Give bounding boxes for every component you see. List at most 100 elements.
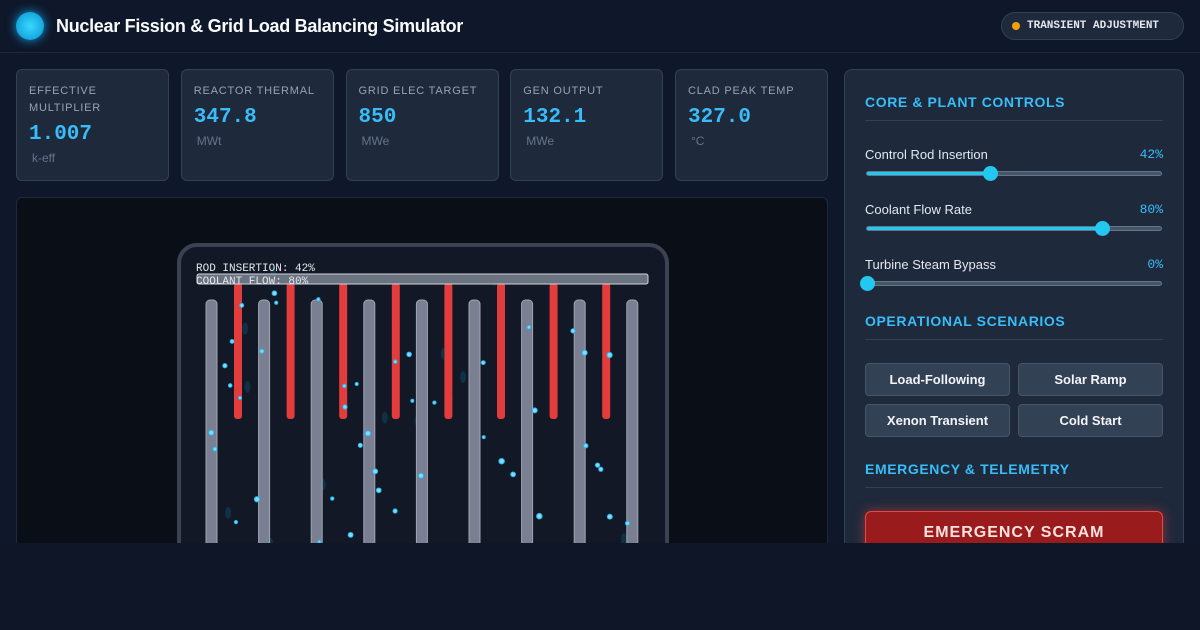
neutron [227, 383, 233, 388]
slider-value: 0% [1147, 257, 1163, 272]
neutron [222, 363, 228, 369]
fuel-rod [415, 299, 428, 543]
scram-button[interactable]: EMERGENCY SCRAM [865, 511, 1163, 543]
logo [16, 12, 44, 40]
slider-thumb[interactable] [1095, 221, 1111, 236]
neutron [417, 472, 424, 479]
fuel-rod [626, 299, 639, 543]
slider-control: Turbine Steam Bypass 0% [860, 257, 1163, 297]
metric-unit: °C [691, 134, 705, 148]
neutron [410, 398, 415, 403]
fuel-rod [573, 299, 586, 543]
neutron-shadow [620, 533, 627, 543]
overlay-text: ROD INSERTION: 42% [196, 263, 315, 275]
neutron [347, 531, 354, 538]
neutron-shadow [244, 380, 251, 393]
slider-thumb[interactable] [983, 166, 999, 181]
neutron [253, 496, 261, 503]
metric-card: GEN OUTPUT 132.1 MWe [510, 69, 664, 181]
metric-value: 132.1 [523, 106, 587, 129]
metric-label: CLAD PEAK TEMP [688, 85, 795, 97]
neutron [274, 300, 279, 305]
fuel-rod [521, 299, 534, 543]
neutron [581, 349, 588, 356]
neutron [239, 302, 245, 308]
neutron [233, 519, 239, 525]
neutron [342, 404, 348, 410]
metric-value: 850 [358, 106, 397, 129]
overlay-text: COOLANT FLOW: 80% [196, 276, 309, 288]
neutron [531, 407, 538, 414]
slider-thumb[interactable] [860, 276, 875, 291]
neutron [624, 520, 631, 526]
scenario-button[interactable]: Xenon Transient [865, 404, 1010, 437]
neutron [570, 328, 576, 334]
neutron [364, 430, 372, 437]
slider-track [866, 166, 1162, 181]
slider-label: Control Rod Insertion [865, 147, 988, 162]
control-panel: CORE & PLANT CONTROLS Control Rod Insert… [844, 69, 1184, 543]
metric-unit: MWt [196, 134, 222, 148]
slider-fill [867, 172, 991, 175]
neutron [510, 471, 516, 478]
metric-card: REACTOR THERMAL 347.8 MWt [180, 69, 334, 181]
metric-label: GEN OUTPUT [523, 85, 604, 97]
metric-card: GRID ELEC TARGET 850 MWe [345, 69, 499, 181]
header: Nuclear Fission & Grid Load Balancing Si… [0, 0, 1200, 53]
neutron-shadow [460, 371, 467, 384]
neutron [372, 468, 379, 475]
neutron [392, 359, 398, 364]
slider-fill [867, 227, 1103, 230]
neutron [432, 400, 437, 405]
neutron-shadow [225, 506, 232, 519]
neutron [480, 360, 486, 366]
neutron [354, 381, 359, 387]
fuel-rod [468, 299, 481, 543]
fuel-rod [258, 299, 271, 543]
overlay-bar [196, 273, 649, 285]
slider-track [866, 221, 1162, 236]
slider-value: 42% [1139, 147, 1163, 162]
metric-card: CLAD PEAK TEMP 327.0 °C [675, 69, 828, 181]
slider-label: Turbine Steam Bypass [865, 257, 997, 272]
neutron [342, 383, 347, 389]
metric-unit: MWe [361, 134, 390, 148]
neutron [392, 508, 398, 514]
metric-value: 347.8 [193, 106, 257, 129]
slider-value: 80% [1139, 202, 1163, 217]
app: Nuclear Fission & Grid Load Balancing Si… [0, 0, 1200, 543]
status-text: TRANSIENT ADJUSTMENT [1027, 20, 1160, 32]
neutron [330, 496, 335, 501]
section-title: EMERGENCY & TELEMETRY [865, 461, 1163, 488]
scenario-button[interactable]: Cold Start [1018, 404, 1163, 437]
scenario-button[interactable]: Load-Following [865, 363, 1010, 396]
fuel-rod [205, 299, 218, 543]
neutron [259, 348, 265, 354]
neutron [526, 324, 532, 330]
neutron [375, 487, 382, 494]
metric-label: GRID ELEC TARGET [358, 85, 478, 97]
neutron [237, 395, 243, 401]
slider-label: Coolant Flow Rate [865, 202, 972, 217]
section-title: CORE & PLANT CONTROLS [865, 94, 1163, 121]
neutron-shadow [242, 322, 249, 335]
metric-label: EFFECTIVE MULTIPLIER [29, 85, 101, 114]
neutron [212, 446, 218, 452]
neutron [317, 539, 322, 543]
metric-value: 327.0 [688, 106, 752, 129]
control-rod [602, 283, 611, 419]
neutron [583, 443, 589, 449]
control-rod [391, 283, 400, 419]
metric-label: REACTOR THERMAL [193, 85, 315, 97]
neutron [406, 351, 412, 358]
control-rod [339, 283, 348, 419]
scenario-button[interactable]: Solar Ramp [1018, 363, 1163, 396]
neutron [606, 513, 613, 520]
control-rod [549, 283, 558, 419]
slider-control: Coolant Flow Rate 80% [865, 202, 1163, 242]
neutron [498, 457, 505, 465]
control-rod [234, 283, 242, 419]
fuel-rod [310, 299, 323, 543]
neutron [208, 429, 215, 436]
